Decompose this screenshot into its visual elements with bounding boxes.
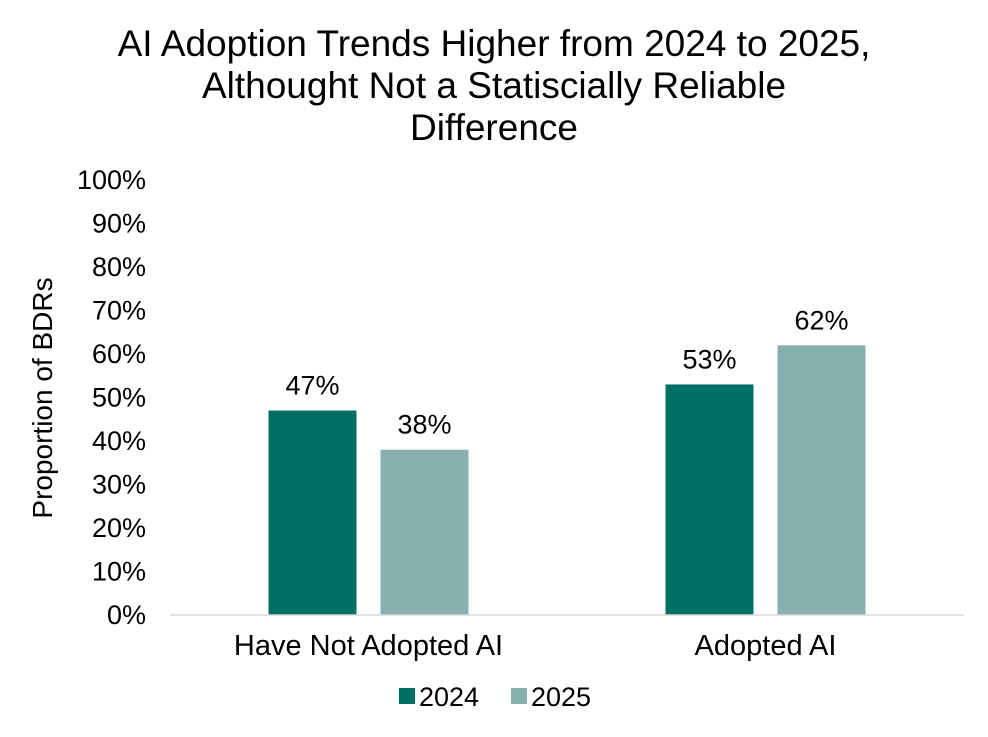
chart-title: AI Adoption Trends Higher from 2024 to 2… — [118, 23, 871, 148]
chart-title-line: AI Adoption Trends Higher from 2024 to 2… — [118, 23, 871, 64]
x-axis-category-labels: Have Not Adopted AI Adopted AI — [234, 630, 837, 662]
legend: 2024 2025 — [399, 682, 591, 712]
chart-title-line: Difference — [410, 107, 578, 148]
bars — [268, 345, 866, 615]
x-category-label: Adopted AI — [695, 630, 837, 662]
legend-label: 2025 — [531, 682, 591, 712]
data-label: 38% — [397, 410, 451, 440]
legend-label: 2024 — [419, 682, 479, 712]
y-tick-label: 70% — [92, 296, 146, 326]
x-category-label: Have Not Adopted AI — [234, 630, 503, 662]
y-tick-label: 40% — [92, 426, 146, 456]
y-tick-label: 100% — [77, 165, 146, 195]
y-axis-ticks: 0% 10% 20% 30% 40% 50% 60% 70% 80% 90% 100% — [77, 165, 146, 630]
y-tick-label: 60% — [92, 339, 146, 369]
bar-2025-1 — [777, 345, 866, 615]
y-tick-label: 90% — [92, 209, 146, 239]
legend-swatch-2025 — [511, 688, 527, 704]
data-label: 62% — [794, 305, 848, 335]
data-label: 47% — [285, 371, 339, 401]
y-tick-label: 50% — [92, 383, 146, 413]
y-tick-label: 10% — [92, 557, 146, 587]
chart-title-line: Althought Not a Statiscially Reliable — [202, 65, 786, 106]
y-tick-label: 30% — [92, 470, 146, 500]
y-tick-label: 0% — [107, 600, 146, 630]
y-tick-label: 80% — [92, 252, 146, 282]
bar-2025-0 — [380, 449, 469, 615]
y-axis-title: Proportion of BDRs — [27, 277, 58, 518]
data-labels: 47% 38% 53% 62% — [285, 305, 848, 439]
bar-2024-0 — [268, 410, 357, 615]
legend-swatch-2024 — [399, 688, 415, 704]
bar-2024-1 — [665, 384, 754, 615]
data-label: 53% — [682, 344, 736, 374]
y-tick-label: 20% — [92, 513, 146, 543]
